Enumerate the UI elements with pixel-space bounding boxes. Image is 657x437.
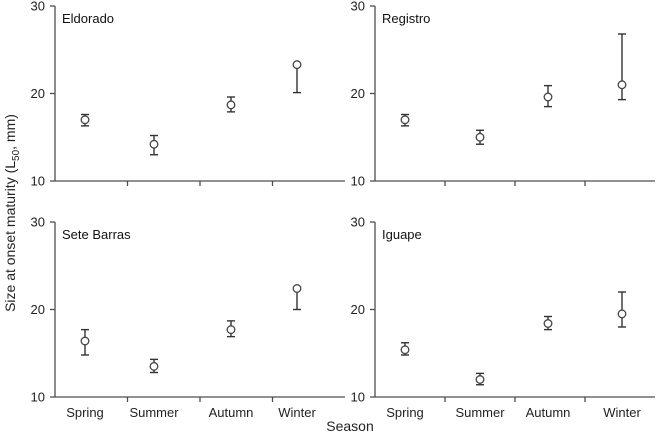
data-point — [292, 284, 302, 293]
y-tick-label: 10 — [351, 390, 365, 405]
data-point — [617, 309, 627, 319]
y-axis-label-subscript: 50 — [11, 149, 22, 161]
x-tick-label: Spring — [386, 405, 424, 420]
data-point — [400, 345, 410, 355]
data-point — [292, 60, 302, 70]
panel-title: Iguape — [382, 227, 422, 242]
panels: 10 20 30 Eldorado 10 20 30 Registro 10 20 30 Spring… — [31, 0, 655, 420]
x-tick-label: Winter — [278, 405, 316, 420]
y-tick-label: 20 — [351, 86, 365, 101]
y-tick-label: 10 — [31, 390, 45, 405]
y-tick-label: 30 — [31, 0, 45, 14]
y-tick-label: 30 — [351, 0, 365, 14]
data-point — [226, 325, 236, 335]
x-tick-label: Autumn — [209, 405, 254, 420]
y-axis-label-tail: , mm) — [2, 114, 18, 150]
error-bar — [618, 33, 626, 101]
data-point — [475, 132, 485, 142]
data-point — [80, 336, 90, 346]
data-point — [617, 80, 627, 90]
y-axis-label-main: Size at onset maturity (L — [2, 161, 18, 312]
data-point — [149, 361, 159, 371]
panel-title: Registro — [382, 11, 430, 26]
y-tick-label: 30 — [351, 215, 365, 230]
panel-sete-barras: 10 20 30 Spring Summer Autumn Winter Sete Barra… — [31, 215, 345, 420]
data-point — [149, 139, 159, 149]
data-point — [400, 115, 410, 125]
data-point — [475, 375, 485, 384]
data-point — [543, 92, 553, 102]
y-tick-label: 20 — [31, 86, 45, 101]
x-tick-label: Summer — [455, 405, 505, 420]
y-tick-label: 20 — [31, 302, 45, 317]
panel-iguape: 10 20 30 Spring Summer Autumn Winter Iguape — [351, 215, 655, 420]
y-tick-label: 30 — [31, 215, 45, 230]
y-tick-label: 10 — [351, 174, 365, 189]
x-tick-label: Autumn — [526, 405, 571, 420]
data-point — [226, 100, 236, 110]
y-axis-label: Size at onset maturity (L50, mm) — [2, 114, 22, 312]
panel-title: Eldorado — [62, 11, 114, 26]
y-tick-label: 10 — [31, 174, 45, 189]
x-tick-label: Summer — [129, 405, 179, 420]
x-tick-label: Winter — [603, 405, 641, 420]
data-point — [543, 319, 553, 328]
panel-registro: 10 20 30 Registro — [351, 0, 655, 189]
panel-title: Sete Barras — [62, 227, 131, 242]
y-tick-label: 20 — [351, 302, 365, 317]
panel-eldorado: 10 20 30 Eldorado — [31, 0, 345, 189]
data-point — [80, 115, 90, 125]
x-axis-label: Season — [326, 418, 373, 434]
x-tick-label: Spring — [66, 405, 104, 420]
